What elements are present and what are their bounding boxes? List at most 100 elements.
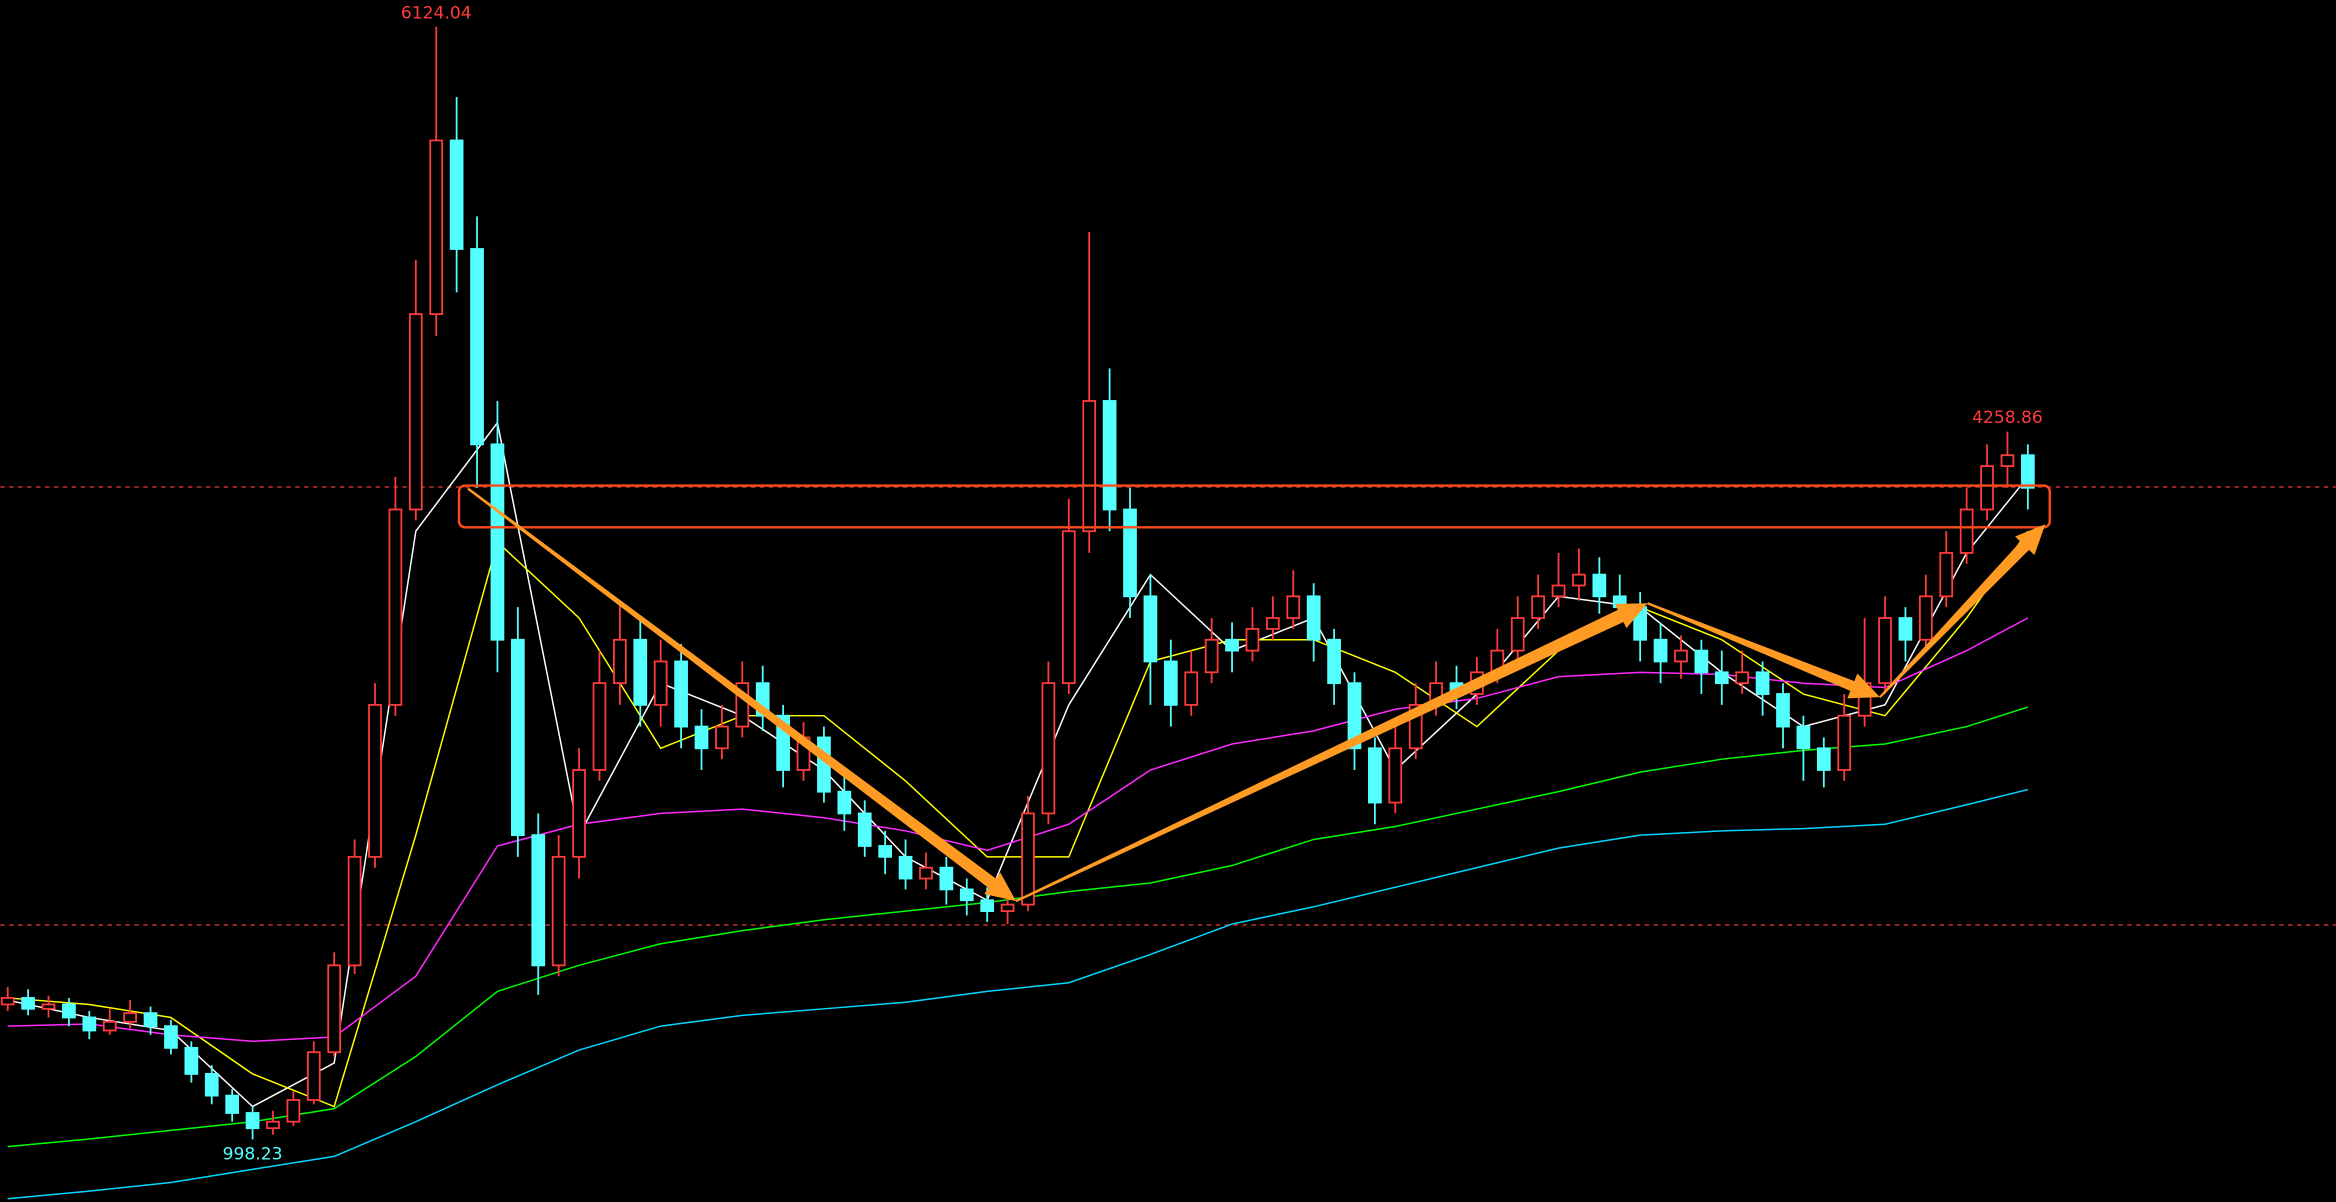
candle-body [1245, 628, 1260, 652]
candle-body [204, 1073, 219, 1097]
candle-body [674, 660, 688, 728]
candle-body [1592, 573, 1607, 598]
candle-body [143, 1012, 158, 1028]
candle-body [164, 1025, 178, 1049]
candle-body [21, 997, 35, 1010]
candle-body [1327, 638, 1341, 685]
trend-arrow [1879, 524, 2046, 698]
candle-body [1755, 671, 1770, 695]
candle-body [715, 725, 729, 750]
candle-body [1878, 617, 1892, 685]
candle-body [408, 313, 423, 511]
moving-average [7, 788, 2029, 1200]
candle-body [1572, 573, 1586, 587]
candle-body [939, 866, 954, 891]
candle-body [1653, 638, 1668, 663]
candle-body [368, 703, 382, 858]
candle-body [470, 248, 484, 446]
candle-body [878, 845, 893, 858]
candle-body [327, 964, 342, 1054]
candle-body [1918, 595, 1933, 641]
candle-body [1061, 530, 1076, 685]
candle-body [1816, 747, 1831, 771]
candle-body [1184, 671, 1199, 706]
trend-arrow [1015, 603, 1648, 903]
candle-body [184, 1046, 199, 1075]
candle-body [613, 638, 627, 685]
candle-body [653, 660, 668, 706]
candle-body [1286, 595, 1301, 619]
candle-body [857, 812, 872, 847]
candle-body [388, 508, 403, 706]
candle-body [347, 855, 362, 967]
candle-body [1102, 400, 1117, 511]
candle-body [266, 1120, 280, 1130]
candle-body [1368, 747, 1382, 804]
candle-body [102, 1020, 117, 1032]
candle-body [531, 834, 546, 967]
candle-body [1980, 465, 1994, 511]
candle-body [1694, 649, 1709, 674]
candle-body [735, 682, 750, 728]
candle-body [1266, 617, 1280, 630]
candle-body [490, 443, 505, 641]
candle-body [306, 1051, 321, 1101]
candle-body [1021, 812, 1035, 906]
candle-body [919, 866, 933, 880]
plot [0, 26, 2035, 1200]
candle-body [1531, 595, 1545, 619]
candle-body [755, 682, 770, 717]
candle-body [245, 1112, 260, 1130]
candle-body [286, 1099, 301, 1123]
candle-body [1204, 638, 1219, 674]
candle-body [225, 1094, 240, 1114]
candle-body [429, 139, 444, 316]
candle-body [449, 139, 464, 250]
candle-body [1163, 660, 1178, 706]
candle-body [551, 855, 566, 967]
candle-body [1959, 508, 1974, 554]
trend-arrow [467, 487, 1017, 902]
candle-body [2021, 454, 2035, 489]
candle-body [1939, 552, 1954, 598]
candle-body [62, 1003, 76, 1019]
candle-body [776, 714, 790, 771]
candle-body [1796, 725, 1811, 750]
candle-body [1347, 682, 1362, 750]
candle-body [572, 769, 586, 858]
candle-body [1714, 671, 1729, 685]
candle-body [1225, 638, 1239, 652]
candle-body [1041, 682, 1056, 815]
candle-body [633, 638, 648, 706]
candle-body [123, 1012, 137, 1023]
trend-arrow [1647, 602, 1880, 699]
candle-body [0, 997, 15, 1006]
candle-body [1551, 584, 1566, 598]
candle-body [1123, 508, 1137, 598]
candle-body [592, 682, 607, 771]
candle-body [980, 899, 995, 912]
candle-body [1510, 617, 1525, 652]
candle-body [1000, 903, 1015, 912]
candle-body [959, 888, 974, 902]
candle-body [510, 638, 525, 837]
candle-body [1143, 595, 1158, 663]
low-label: 998.23 [223, 1144, 283, 1164]
candle-body [694, 725, 709, 750]
candle-body [82, 1016, 97, 1032]
candle-body [1837, 714, 1852, 771]
high-label: 4258.86 [1972, 408, 2043, 428]
range-box [457, 484, 2051, 529]
candle-body [1082, 400, 1097, 533]
arrows [467, 487, 2046, 903]
candle-body [2000, 454, 2015, 467]
candle-body [1408, 703, 1423, 750]
candle-body [1898, 617, 1913, 641]
candle-body [1388, 747, 1403, 804]
candle-body [898, 855, 913, 880]
high-label: 6124.04 [401, 3, 472, 23]
candle-body [837, 790, 852, 815]
